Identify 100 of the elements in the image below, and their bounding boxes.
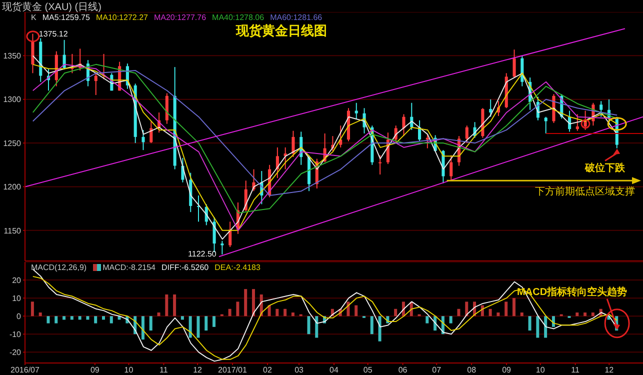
x-tick-label: 2016/07 [10, 366, 40, 375]
x-tick-label: 12 [193, 366, 203, 375]
x-tick-label: 10 [124, 366, 134, 375]
candlestick [150, 120, 153, 144]
bar [488, 308, 492, 316]
legend-label: MACD:-8.2154 [102, 263, 156, 272]
bar [236, 302, 240, 316]
y-tick-label: -20 [9, 348, 22, 358]
y-tick-label: 20 [12, 276, 22, 285]
bar [165, 294, 168, 316]
bar [576, 312, 579, 316]
bar [268, 305, 271, 316]
bar [496, 312, 500, 316]
bar [149, 316, 152, 331]
bar [307, 316, 310, 334]
bar [46, 316, 50, 324]
x-tick-label: 11 [571, 366, 580, 375]
bar [520, 312, 524, 316]
x-tick-label: 05 [363, 366, 373, 375]
annotation: 现货黄金 (XAU) (日线) [2, 2, 102, 13]
bar [465, 302, 468, 316]
bar [449, 316, 452, 324]
bar [173, 294, 176, 316]
candlestick [220, 240, 224, 255]
y-tick-label: -10 [9, 330, 22, 339]
bar [78, 316, 82, 320]
candlestick [142, 129, 145, 151]
y-tick-label: 10 [12, 294, 22, 303]
bar [204, 316, 208, 331]
x-tick-label: 03 [294, 366, 304, 375]
bar [38, 312, 42, 316]
y-tick-label: 1200 [3, 182, 22, 192]
bar [54, 316, 58, 324]
candlestick [378, 154, 382, 176]
candlestick [465, 125, 468, 144]
annotation: 破位下跌 [584, 162, 626, 174]
bar [62, 316, 66, 320]
legend-title: MACD(12,26,9) [31, 263, 87, 272]
bar [544, 316, 548, 338]
bar [346, 302, 350, 316]
bar [70, 316, 74, 320]
candlestick [94, 72, 98, 96]
text: MA40:1278.06 [212, 13, 264, 22]
candlestick [402, 114, 406, 137]
bar [378, 316, 382, 342]
bar [228, 308, 232, 316]
bar [94, 316, 98, 324]
bar [528, 316, 532, 331]
bar [102, 316, 105, 320]
candlestick [489, 98, 492, 118]
x-tick-label: 06 [398, 366, 408, 375]
candlestick [292, 130, 295, 158]
bar [315, 316, 318, 338]
bar [370, 316, 374, 334]
text: MA60:1281.66 [270, 13, 322, 22]
text: DIFF:-6.5260 [162, 263, 209, 272]
bar [196, 316, 200, 338]
candlestick [512, 49, 516, 78]
bar [30, 302, 34, 316]
x-tick-label: 12 [604, 366, 614, 375]
candlestick [354, 102, 358, 120]
bar [180, 316, 184, 320]
annotation: 下方前期低点区域支撑 [535, 186, 635, 198]
candlestick [70, 53, 74, 74]
y-tick-label: 1150 [4, 226, 22, 236]
bar [584, 312, 587, 316]
candlestick [31, 33, 34, 74]
bar [252, 289, 255, 316]
text: MA5:1259.75 [42, 13, 90, 22]
text: DEA:-2.4183 [214, 263, 260, 272]
bar [426, 316, 429, 324]
candlestick [576, 114, 579, 132]
y-tick-label: 1350 [3, 52, 22, 61]
bar [536, 316, 540, 338]
bar [110, 316, 113, 324]
bar [394, 308, 398, 316]
bar [591, 312, 594, 316]
bar [212, 316, 216, 327]
y-tick-label: 1300 [3, 95, 22, 104]
x-tick-label: 2017/01 [218, 366, 248, 375]
x-tick-label: 07 [432, 366, 442, 375]
bar [86, 316, 90, 320]
x-tick-label: 11 [160, 366, 168, 375]
x-tick-label: 02 [263, 366, 272, 375]
bar [512, 298, 516, 316]
bar [141, 316, 144, 340]
x-tick-label: 04 [330, 366, 339, 375]
legend-title: K [31, 13, 36, 22]
text: MA10:1272.27 [96, 13, 148, 22]
bar [188, 316, 192, 338]
candlestick [600, 100, 603, 118]
x-tick-label: 09 [90, 366, 100, 375]
bar [291, 312, 294, 316]
text: MA20:1277.76 [154, 13, 206, 22]
candlestick [544, 116, 548, 134]
bar [457, 308, 460, 316]
bar [276, 308, 279, 316]
bar [354, 305, 358, 316]
bar [504, 302, 508, 316]
bar [244, 289, 248, 316]
